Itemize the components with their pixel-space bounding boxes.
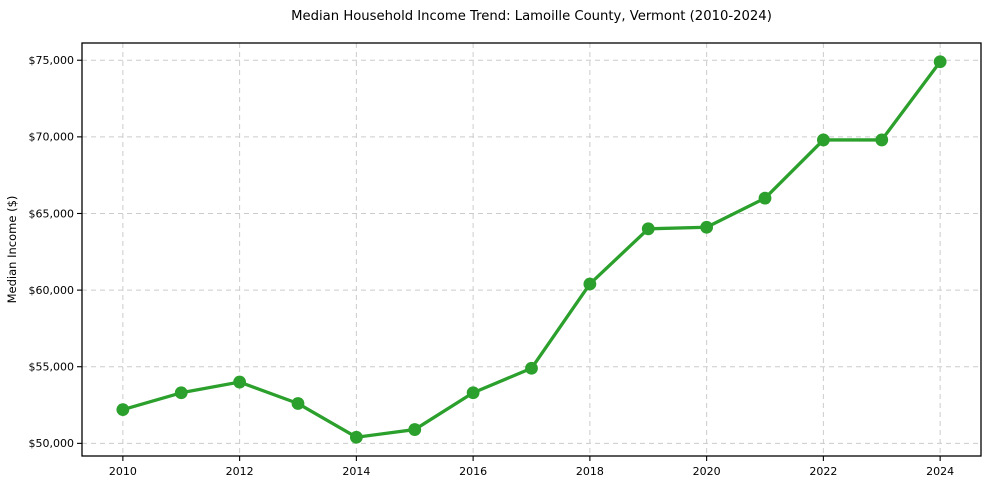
y-tick-label: $65,000: [29, 207, 75, 220]
x-tick-label: 2010: [109, 465, 137, 478]
y-tick-label: $70,000: [29, 131, 75, 144]
chart-title: Median Household Income Trend: Lamoille …: [291, 9, 772, 24]
y-tick-label: $75,000: [29, 54, 75, 67]
plot-area: $50,000 $55,000 $60,000 $65,000 $70,000 $75,0…: [29, 42, 982, 478]
y-tick-label: $60,000: [29, 284, 75, 297]
x-tick-label: 2012: [226, 465, 254, 478]
x-tick-label: 2022: [809, 465, 837, 478]
y-tick-label: $55,000: [29, 361, 75, 374]
data-point-marker: [583, 277, 597, 291]
x-tick-label: 2024: [926, 465, 954, 478]
data-point-marker: [174, 386, 188, 400]
y-axis-label: Median Income ($): [5, 196, 19, 304]
data-point-marker: [349, 430, 363, 444]
y-tick-label: $50,000: [29, 437, 75, 450]
data-point-marker: [758, 191, 772, 205]
x-tick-label: 2014: [342, 465, 370, 478]
x-tick-label: 2020: [693, 465, 721, 478]
data-point-marker: [233, 375, 247, 389]
data-point-marker: [525, 361, 538, 375]
data-point-marker: [408, 423, 422, 436]
data-point-marker: [875, 133, 889, 147]
x-tick-label: 2018: [576, 465, 604, 478]
data-point-marker: [116, 403, 130, 417]
data-point-marker: [641, 222, 655, 236]
data-point-marker: [466, 386, 480, 400]
data-point-marker: [700, 220, 714, 234]
x-tick-label: 2016: [459, 465, 487, 478]
data-point-marker: [933, 55, 947, 69]
data-point-marker: [291, 397, 305, 410]
plot-spines: [81, 42, 982, 457]
data-point-marker: [816, 133, 830, 147]
